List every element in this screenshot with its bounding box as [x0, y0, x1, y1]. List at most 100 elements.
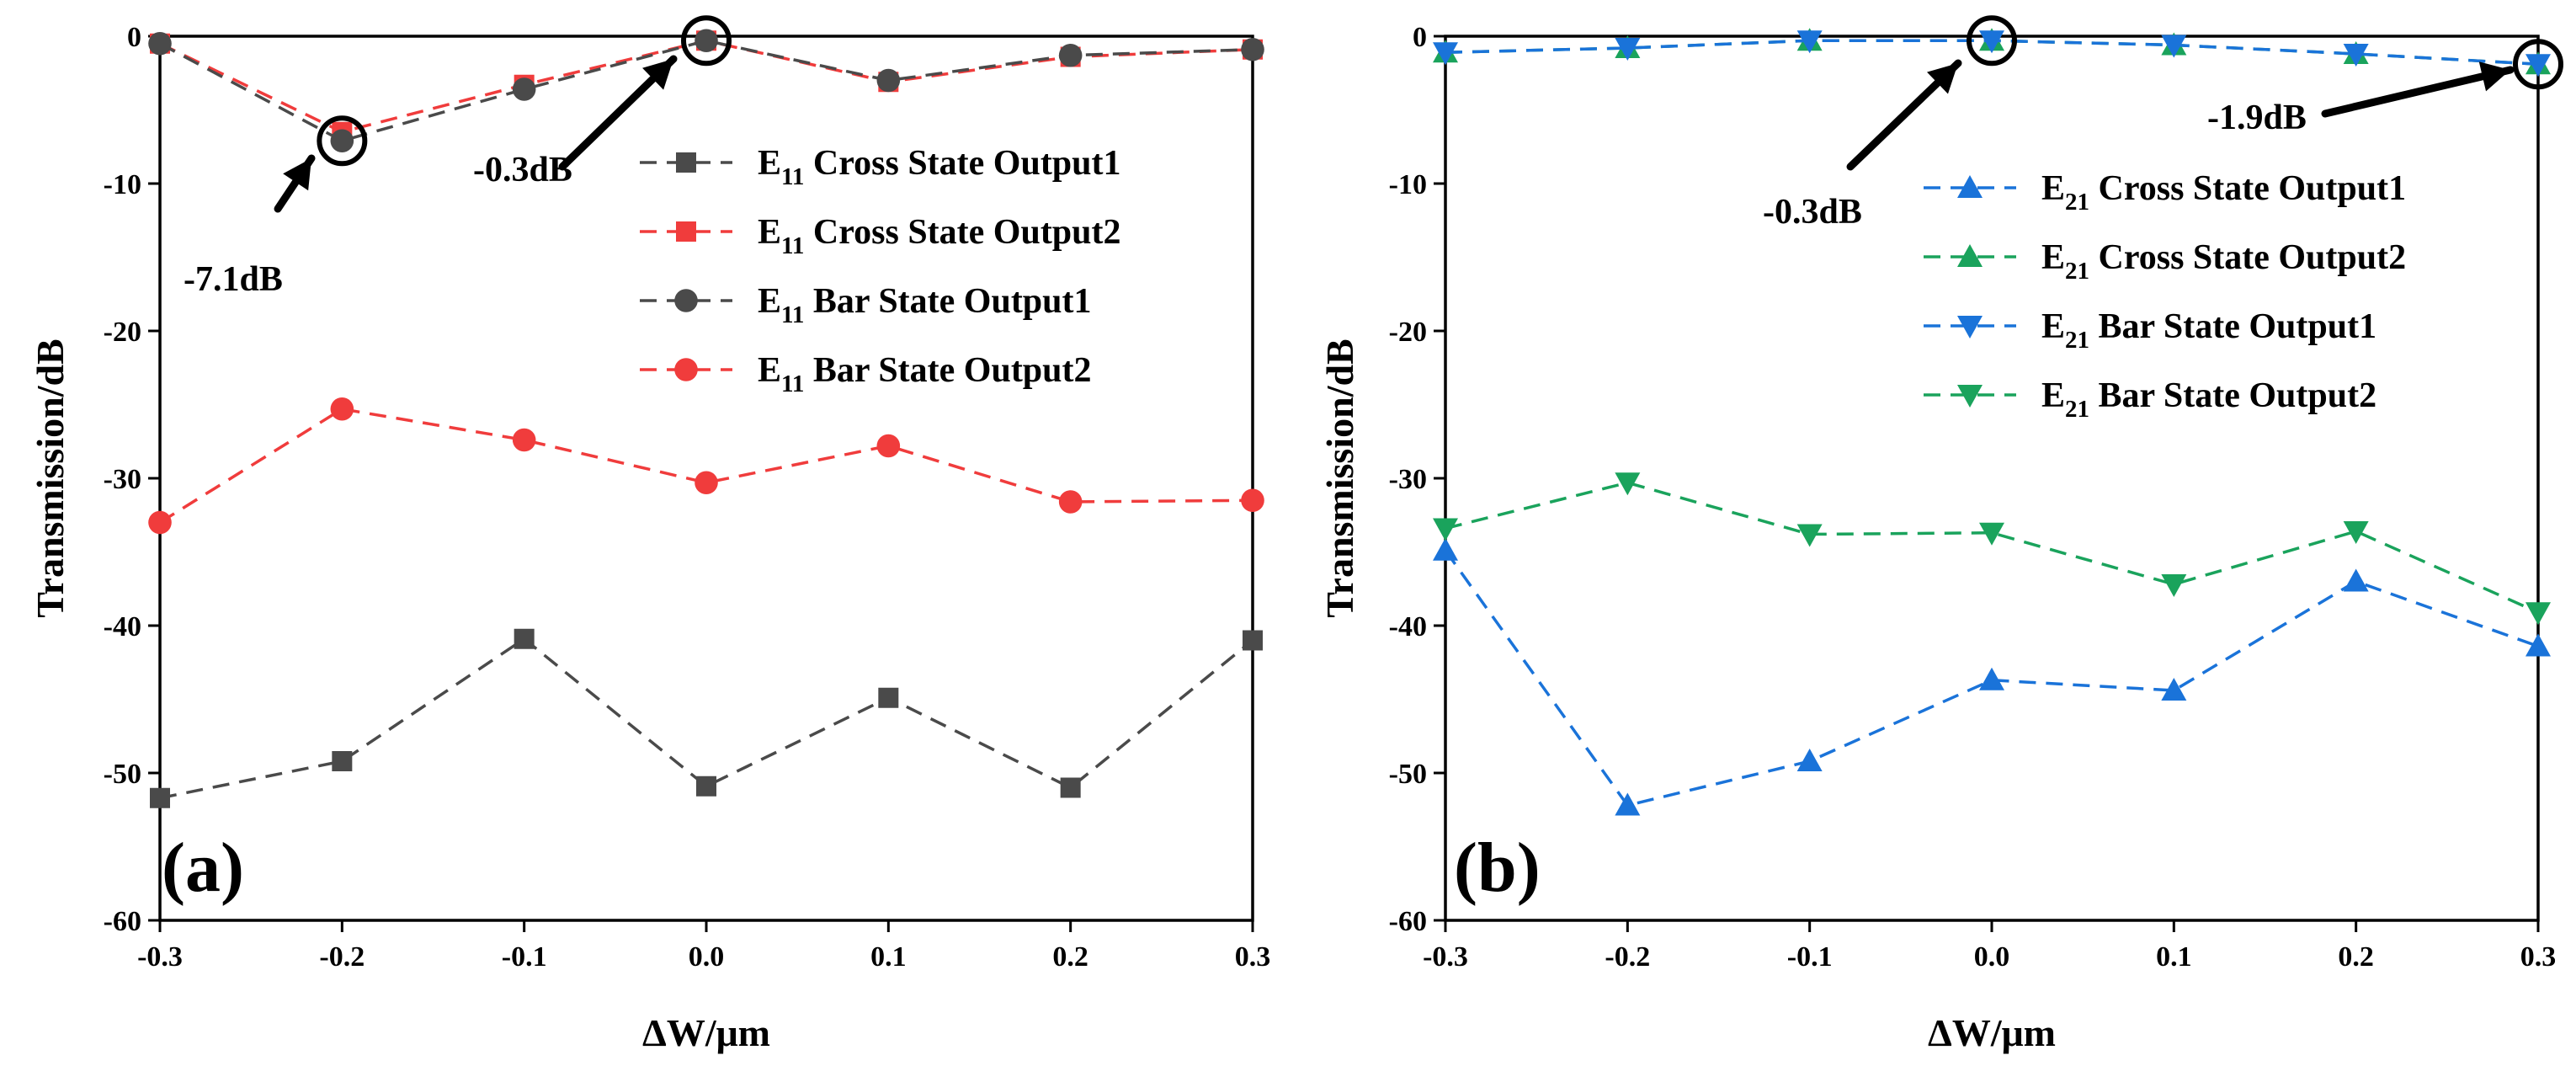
data-point	[876, 68, 901, 93]
chart-panel-a: -0.3 -0.2 -0.1 0.0 0.1 0.2 0.3 0 -10 -20 -30 -40 -50…	[29, 15, 1271, 1054]
series-e21-bar-state-output2	[1433, 472, 2551, 626]
data-point	[1796, 524, 1823, 547]
series-e21-bar-state-output1	[1433, 30, 2551, 77]
y-tick-label: -50	[104, 759, 141, 790]
data-point	[876, 434, 901, 458]
legend-marker	[1957, 385, 1983, 408]
annotation-arrow	[2321, 66, 2515, 118]
series-line	[159, 407, 1253, 524]
data-point	[1058, 43, 1083, 67]
data-point	[2161, 678, 2187, 701]
y-tick-label: -40	[1389, 611, 1427, 642]
data-point	[695, 471, 718, 495]
panel-label: (b)	[1454, 829, 1541, 907]
annotation-label: -7.1dB	[184, 260, 283, 299]
series-e21-cross-state-output1	[1433, 537, 2551, 816]
y-tick-label: -40	[104, 611, 141, 642]
annotation-circle	[1967, 15, 2017, 67]
legend: E11 Cross State Output1 E11 Cross State O…	[640, 144, 1121, 397]
y-tick-label: -20	[104, 317, 141, 348]
data-point	[2525, 602, 2551, 626]
x-axis-title: ΔW/μm	[1928, 1011, 2056, 1054]
x-tick-label: -0.3	[137, 941, 183, 973]
data-point	[1615, 472, 1641, 496]
data-point	[1979, 30, 2004, 54]
series-line	[1445, 481, 2539, 614]
annotation: -0.3dB	[1763, 15, 2017, 232]
series-e11-cross-state-output1	[150, 628, 1263, 808]
legend-label: E11 Bar State Output1	[758, 282, 1092, 328]
data-point	[1979, 522, 2004, 546]
data-point	[332, 751, 353, 771]
annotation-circle	[317, 115, 368, 167]
data-point	[1060, 777, 1081, 798]
annotation: -0.3dB	[473, 15, 732, 189]
chart-panel-b: -0.3 -0.2 -0.1 0.0 0.1 0.2 0.3 0 -10 -20 -30 -40 -50…	[1318, 15, 2563, 1054]
data-point	[2343, 521, 2369, 544]
x-tick-label: 0.3	[2520, 941, 2557, 973]
x-tick-label: 0.1	[870, 941, 907, 973]
y-tick-label: 0	[1413, 22, 1427, 53]
data-point	[1615, 792, 1641, 816]
data-point	[1241, 37, 1264, 61]
y-tick-label: -60	[104, 906, 141, 937]
y-tick-label: -60	[1389, 906, 1427, 937]
data-point	[1796, 30, 1823, 54]
y-tick-label: -20	[1389, 317, 1427, 348]
data-point	[695, 29, 718, 53]
data-point	[512, 428, 536, 452]
legend-label: E21 Bar State Output2	[2041, 376, 2376, 423]
y-tick-label: -30	[1389, 464, 1427, 495]
series-e11-bar-state-output1	[148, 29, 1264, 153]
annotation: -7.1dB	[184, 115, 368, 299]
legend-label: E21 Cross State Output1	[2041, 169, 2406, 216]
data-point	[514, 628, 535, 649]
legend-label: E11 Cross State Output1	[758, 144, 1121, 190]
annotation-label: -1.9dB	[2207, 99, 2307, 137]
data-point	[696, 776, 716, 797]
x-tick-label: 0.1	[2156, 941, 2192, 973]
annotation-arrowhead	[642, 59, 673, 90]
data-point	[2161, 574, 2187, 597]
series-line	[159, 637, 1254, 800]
legend-label: E11 Bar State Output2	[758, 351, 1092, 397]
legend-marker	[674, 289, 698, 312]
data-point	[1243, 630, 1263, 651]
data-point	[2343, 44, 2369, 67]
data-point	[1241, 488, 1264, 513]
data-point	[1433, 518, 1458, 541]
y-tick-label: -10	[104, 169, 141, 200]
annotation-arrowhead	[283, 158, 311, 191]
annotation-arrowhead	[2478, 61, 2510, 92]
annotation: -1.9dB	[2207, 39, 2563, 137]
y-tick-label: -30	[104, 464, 141, 495]
x-tick-label: -0.2	[319, 941, 365, 973]
legend: E21 Cross State Output1 E21 Cross State O…	[1924, 169, 2406, 423]
data-point	[1796, 749, 1823, 771]
data-point	[330, 129, 354, 153]
legend-marker	[674, 358, 698, 381]
data-point	[148, 31, 172, 56]
data-point	[1433, 42, 1458, 66]
data-point	[2525, 54, 2551, 77]
y-tick-label: -10	[1389, 169, 1427, 200]
x-tick-label: 0.2	[1052, 941, 1088, 973]
legend-marker	[1957, 244, 1983, 267]
panel-label: (a)	[162, 829, 244, 907]
x-tick-label: 0.0	[689, 941, 725, 973]
annotation-arrowhead	[1927, 63, 1958, 94]
annotation-circle	[2513, 39, 2563, 90]
data-point	[330, 397, 354, 421]
x-tick-label: -0.1	[502, 941, 547, 973]
data-point	[512, 77, 536, 101]
legend-marker	[1957, 175, 1983, 198]
data-point	[2525, 633, 2551, 657]
data-point	[1615, 38, 1641, 61]
x-tick-label: 0.3	[1235, 941, 1271, 973]
x-tick-label: 0.2	[2338, 941, 2374, 973]
y-axis-title: Transmission/dB	[29, 338, 72, 617]
series-e11-bar-state-output2	[148, 397, 1264, 535]
legend-marker	[676, 152, 696, 173]
data-point	[1979, 667, 2004, 690]
